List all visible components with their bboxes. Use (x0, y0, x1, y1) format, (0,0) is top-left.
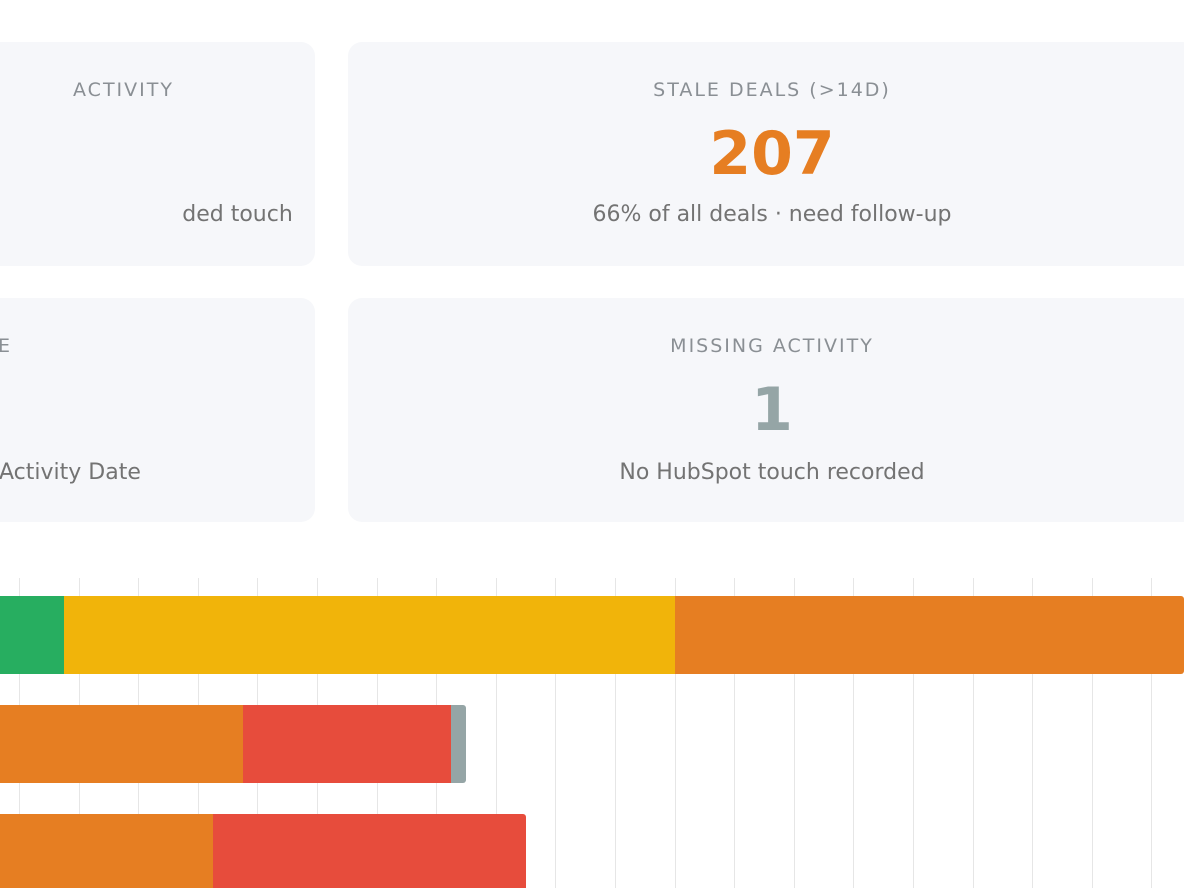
chart-gridline (1092, 578, 1093, 888)
chart-gridline (496, 578, 497, 888)
card-subtitle: Activity Date (0, 460, 141, 485)
chart-gridline (1032, 578, 1033, 888)
card-subtitle: ded touch (182, 202, 293, 227)
card-value: 1 (751, 375, 793, 445)
card-label: ACTIVITY (73, 79, 174, 101)
chart-gridline (734, 578, 735, 888)
kpi-card-last-activity: E Activity Date (0, 298, 315, 522)
activity-stacked-bar-chart (0, 578, 1184, 888)
chart-gridline (555, 578, 556, 888)
bar-segment[interactable] (0, 596, 64, 674)
card-value: 207 (709, 119, 835, 189)
card-label: STALE DEALS (>14D) (653, 79, 891, 101)
bar-segment[interactable] (243, 705, 451, 783)
card-label: MISSING ACTIVITY (670, 335, 874, 357)
bar-segment[interactable] (213, 814, 526, 888)
card-label: E (0, 335, 13, 357)
card-subtitle: 66% of all deals · need follow-up (592, 202, 952, 227)
bar-segment[interactable] (0, 705, 243, 783)
card-subtitle: No HubSpot touch recorded (619, 460, 925, 485)
chart-gridline (913, 578, 914, 888)
chart-gridline (615, 578, 616, 888)
kpi-card-missing-activity: MISSING ACTIVITY 1 No HubSpot touch reco… (348, 298, 1184, 522)
chart-gridline (1151, 578, 1152, 888)
chart-gridline (853, 578, 854, 888)
bar-segment[interactable] (675, 596, 1184, 674)
chart-gridline (973, 578, 974, 888)
bar-segment[interactable] (64, 596, 675, 674)
kpi-card-stale-deals: STALE DEALS (>14D) 207 66% of all deals … (348, 42, 1184, 266)
bar-segment[interactable] (0, 814, 213, 888)
bar-segment[interactable] (451, 705, 466, 783)
chart-gridline (794, 578, 795, 888)
chart-gridline (675, 578, 676, 888)
kpi-card-activity: ACTIVITY ded touch (0, 42, 315, 266)
